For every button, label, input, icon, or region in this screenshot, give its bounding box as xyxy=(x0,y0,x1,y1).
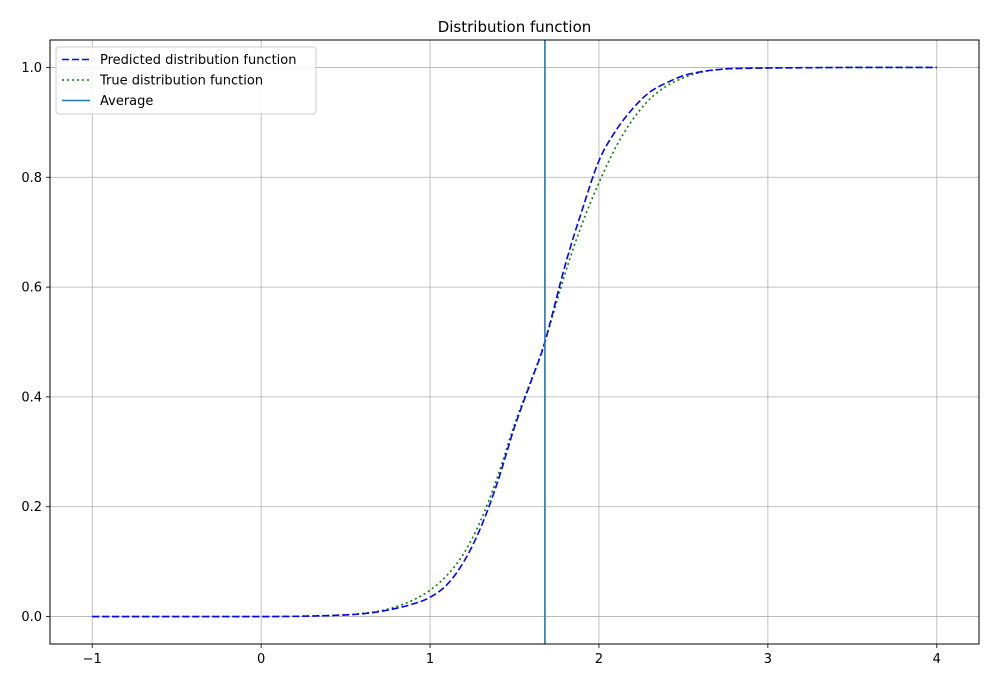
plot-frame xyxy=(49,39,980,645)
legend: Predicted distribution function True dist… xyxy=(55,46,317,115)
series-line-predicted xyxy=(92,66,937,618)
legend-label-predicted: Predicted distribution function xyxy=(100,53,296,68)
x-tick-label: 1 xyxy=(426,652,434,667)
legend-label-average: Average xyxy=(100,94,153,109)
x-tick-label: 2 xyxy=(595,652,603,667)
plot-lines xyxy=(92,40,937,644)
x-tick-label: 3 xyxy=(764,652,772,667)
y-tick-label: 0.2 xyxy=(21,500,42,515)
y-tick-label: 0.6 xyxy=(21,281,42,296)
legend-box xyxy=(55,46,317,115)
x-tick-label: 4 xyxy=(933,652,941,667)
grid xyxy=(50,40,979,644)
x-tick-label: 0 xyxy=(257,652,265,667)
axis-ticks: −1 0 1 2 3 4 0.0 0.2 0.4 0.6 0.8 1.0 xyxy=(21,61,941,667)
y-tick-label: 1.0 xyxy=(21,61,42,76)
y-tick-label: 0.8 xyxy=(21,171,42,186)
x-tick-label: −1 xyxy=(83,652,102,667)
chart-title: Distribution function xyxy=(438,18,592,36)
y-tick-label: 0.4 xyxy=(21,390,42,405)
y-tick-label: 0.0 xyxy=(21,610,42,625)
legend-label-true: True distribution function xyxy=(99,74,263,89)
